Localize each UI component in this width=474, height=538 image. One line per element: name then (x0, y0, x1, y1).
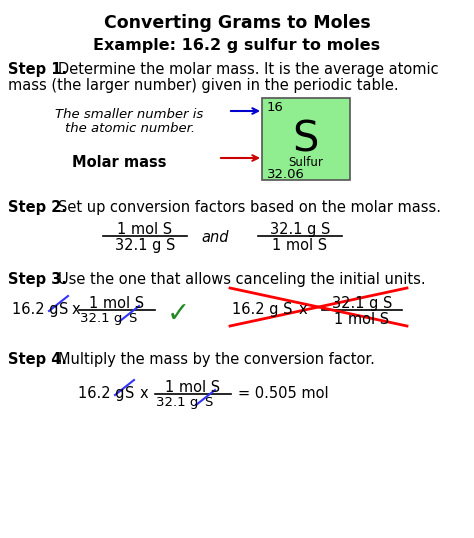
Text: 16.2 g: 16.2 g (78, 386, 125, 401)
Text: mass (the larger number) given in the periodic table.: mass (the larger number) given in the pe… (8, 78, 399, 93)
Text: 1 mol S: 1 mol S (90, 296, 145, 311)
Text: Set up conversion factors based on the molar mass.: Set up conversion factors based on the m… (58, 200, 441, 215)
Text: 1 mol S: 1 mol S (335, 312, 390, 327)
Text: 1 mol S: 1 mol S (118, 222, 173, 237)
Text: = 0.505 mol: = 0.505 mol (238, 386, 328, 401)
Text: Step 1.: Step 1. (8, 62, 67, 77)
Text: S: S (293, 118, 319, 160)
Text: Example: 16.2 g sulfur to moles: Example: 16.2 g sulfur to moles (93, 38, 381, 53)
Text: 32.06: 32.06 (267, 168, 305, 181)
Text: Step 4.: Step 4. (8, 352, 67, 367)
Text: Multiply the mass by the conversion factor.: Multiply the mass by the conversion fact… (58, 352, 375, 367)
Text: 32.1 g S: 32.1 g S (332, 296, 392, 311)
Text: 16.2 g: 16.2 g (12, 302, 58, 317)
Bar (262, 98, 350, 180)
Text: Step 2.: Step 2. (8, 200, 67, 215)
Text: x: x (140, 386, 149, 401)
Text: S: S (128, 312, 137, 325)
Text: S: S (204, 396, 212, 409)
Text: Step 3.: Step 3. (8, 272, 67, 287)
Text: 32.1 g S: 32.1 g S (115, 238, 175, 253)
Text: x: x (299, 302, 308, 317)
Text: Determine the molar mass. It is the average atomic: Determine the molar mass. It is the aver… (58, 62, 438, 77)
Text: 32.1 g: 32.1 g (80, 312, 122, 325)
Text: 32.1 g S: 32.1 g S (270, 222, 330, 237)
Text: 16: 16 (267, 101, 284, 114)
Text: Use the one that allows canceling the initial units.: Use the one that allows canceling the in… (58, 272, 426, 287)
Text: Molar mass: Molar mass (72, 155, 166, 170)
Text: S: S (125, 386, 134, 401)
Text: ✓: ✓ (167, 300, 190, 328)
Text: the atomic number.: the atomic number. (65, 122, 195, 135)
Text: 32.1 g: 32.1 g (156, 396, 199, 409)
Text: The smaller number is: The smaller number is (55, 108, 203, 121)
Text: x: x (72, 302, 81, 317)
Text: 16.2 g S: 16.2 g S (232, 302, 292, 317)
Text: 1 mol S: 1 mol S (273, 238, 328, 253)
Text: Sulfur: Sulfur (289, 156, 323, 169)
Text: Converting Grams to Moles: Converting Grams to Moles (104, 14, 370, 32)
Text: S: S (59, 302, 68, 317)
Text: 1 mol S: 1 mol S (165, 380, 220, 395)
Text: and: and (201, 230, 229, 245)
